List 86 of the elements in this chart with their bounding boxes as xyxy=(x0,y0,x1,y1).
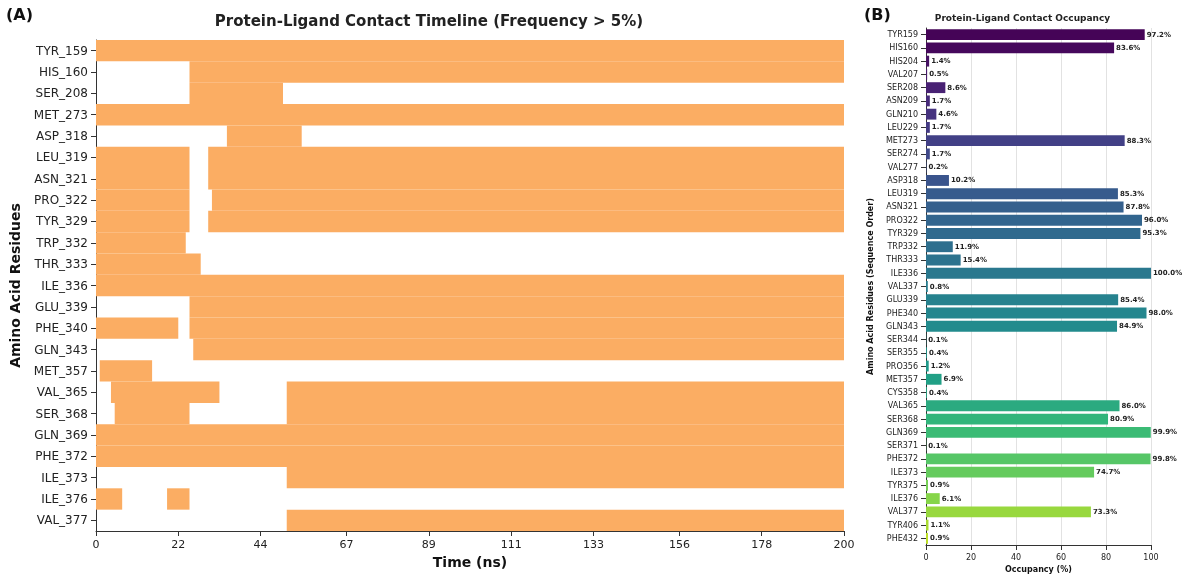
y-tick-label: VAL_365 xyxy=(36,385,88,400)
y-tick-label: ILE336 xyxy=(890,268,918,278)
y-tick-label: ASN_321 xyxy=(34,171,88,186)
y-tick-label: PHE_372 xyxy=(35,449,88,464)
chart-title: Protein-Ligand Contact Timeline (Frequency > 5%) xyxy=(214,11,644,30)
x-tick-label: 178 xyxy=(751,538,773,551)
y-tick-label: TYR_329 xyxy=(35,214,88,229)
y-tick-label: CYS358 xyxy=(887,388,918,398)
y-tick-label: PRO322 xyxy=(886,215,918,225)
y-tick-label: GLN343 xyxy=(886,321,918,331)
y-tick-label: HIS160 xyxy=(889,43,918,53)
y-tick-label: VAL377 xyxy=(887,507,918,517)
y-tick-label: SER208 xyxy=(887,83,918,93)
y-tick-label: GLU_339 xyxy=(34,299,88,314)
y-tick-label: SER_368 xyxy=(35,406,88,421)
y-tick-label: SER371 xyxy=(887,441,918,451)
y-tick-label: THR333 xyxy=(885,255,918,265)
y-tick-label: SER355 xyxy=(887,348,918,358)
y-tick-label: TYR159 xyxy=(886,30,918,40)
y-tick-label: SER344 xyxy=(887,335,918,345)
x-tick-label: 0 xyxy=(923,552,929,562)
y-tick-label: PHE372 xyxy=(886,454,918,464)
y-tick-label: GLU339 xyxy=(886,295,918,305)
y-tick-label: GLN369 xyxy=(886,427,918,437)
x-axis-title: Occupancy (%) xyxy=(1005,565,1072,575)
y-tick-label: LEU229 xyxy=(887,122,918,132)
y-tick-label: ILE_336 xyxy=(41,278,88,293)
y-tick-label: ASP_318 xyxy=(36,129,88,144)
y-tick-label: ASN209 xyxy=(886,96,918,106)
x-tick-label: 0 xyxy=(92,538,100,551)
y-tick-label: LEU319 xyxy=(887,189,918,199)
chart-title: Protein-Ligand Contact Occupancy xyxy=(934,12,1111,23)
x-tick-label: 100 xyxy=(1143,552,1159,562)
x-tick-label: 22 xyxy=(171,538,186,551)
y-tick-label: PHE340 xyxy=(886,308,918,318)
y-tick-label: THR_333 xyxy=(33,257,88,272)
y-tick-label: VAL277 xyxy=(887,162,918,172)
y-tick-label: GLN_343 xyxy=(34,342,88,357)
y-tick-label: ILE373 xyxy=(890,467,918,477)
x-axis-title: Time (ns) xyxy=(432,553,508,570)
text: (A) xyxy=(6,4,34,24)
x-tick-label: 44 xyxy=(253,538,268,551)
y-axis-title: Amino Acid Residues (Sequence Order) xyxy=(865,198,875,375)
x-tick-label: 67 xyxy=(339,538,354,551)
x-tick-label: 89 xyxy=(421,538,436,551)
y-tick-label: VAL337 xyxy=(887,282,918,291)
x-tick-label: 111 xyxy=(500,538,522,551)
y-tick-label: MET357 xyxy=(885,374,918,384)
y-tick-label: VAL_377 xyxy=(36,513,88,528)
y-tick-label: ASP318 xyxy=(887,175,918,185)
y-tick-label: SER274 xyxy=(887,149,918,159)
y-tick-label: TRP_332 xyxy=(35,235,88,250)
y-tick-label: ILE_373 xyxy=(41,470,88,485)
y-tick-label: PHE432 xyxy=(886,533,918,543)
y-tick-label: PRO356 xyxy=(886,361,918,371)
text: (B) xyxy=(864,4,891,24)
y-axis-title: Amino Acid Residues xyxy=(7,203,23,368)
x-tick-label: 20 xyxy=(965,552,977,562)
y-tick-label: TYR329 xyxy=(886,228,918,238)
y-tick-label: GLN_369 xyxy=(34,427,88,442)
y-tick-label: ASN321 xyxy=(886,202,918,212)
x-tick-label: 40 xyxy=(1010,552,1022,562)
y-tick-label: SER_208 xyxy=(35,86,88,101)
y-tick-label: PHE_340 xyxy=(35,321,88,336)
y-tick-label: MET273 xyxy=(885,136,918,146)
x-tick-label: 60 xyxy=(1055,552,1067,562)
y-tick-label: TRP332 xyxy=(886,242,918,252)
y-tick-label: VAL207 xyxy=(887,69,918,79)
y-tick-label: PRO_322 xyxy=(34,193,88,208)
y-tick-label: TYR_159 xyxy=(35,43,88,58)
y-tick-label: GLN210 xyxy=(886,109,918,119)
x-tick-label: 133 xyxy=(582,538,604,551)
y-tick-label: MET_273 xyxy=(33,107,88,122)
y-tick-label: LEU_319 xyxy=(36,150,88,165)
x-tick-label: 200 xyxy=(833,538,855,551)
y-tick-label: TYR375 xyxy=(886,480,918,490)
x-tick-label: 80 xyxy=(1100,552,1112,562)
y-tick-label: HIS204 xyxy=(889,56,918,66)
y-tick-label: TYR406 xyxy=(886,520,918,530)
x-tick-label: 156 xyxy=(668,538,690,551)
y-tick-label: VAL365 xyxy=(887,401,918,411)
y-tick-label: SER368 xyxy=(887,414,918,424)
y-tick-label: ILE_376 xyxy=(41,491,88,506)
y-tick-label: ILE376 xyxy=(890,494,918,504)
y-tick-label: HIS_160 xyxy=(38,65,88,80)
y-tick-label: MET_357 xyxy=(33,363,88,378)
